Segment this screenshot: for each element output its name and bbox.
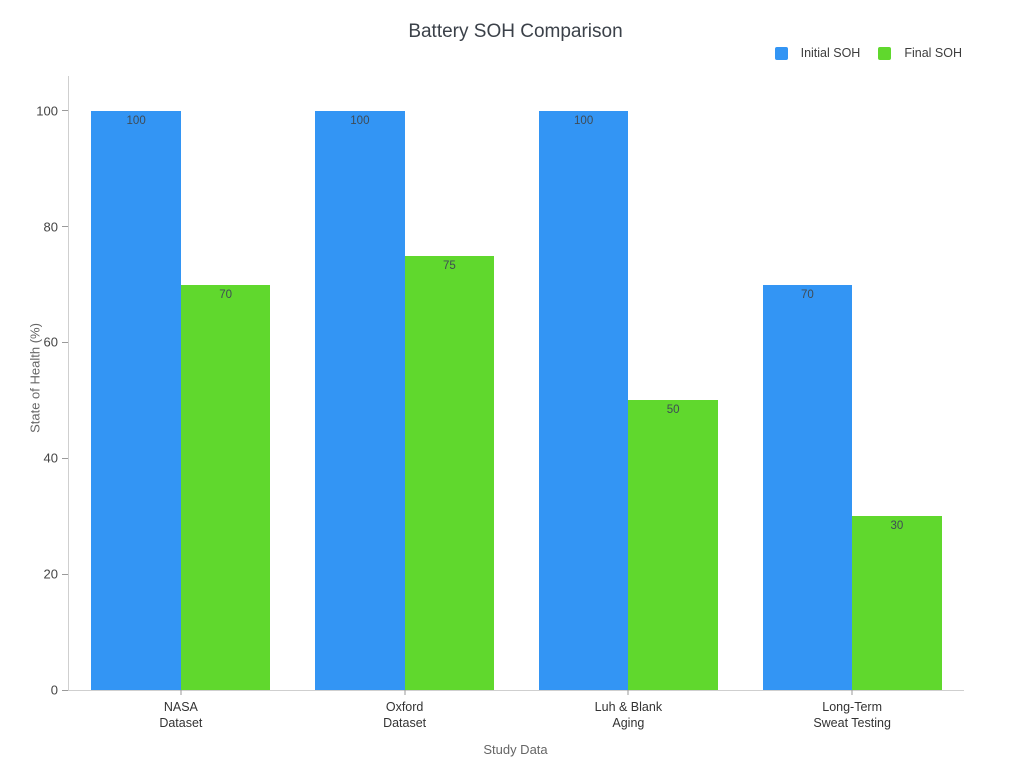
y-tick-label: 80 [43,219,58,235]
legend-swatch-icon [774,46,788,60]
bar-value-label: 100 [126,114,146,127]
x-tick-label-long-term: Long-Term Sweat Testing [813,700,891,730]
y-tick-label: 100 [36,103,58,119]
x-tick-label-nasa: NASA Dataset [159,700,203,730]
legend-item-final-soh: Final SOH [878,46,962,60]
bar-value-label: 75 [442,259,456,272]
y-tick-mark [62,689,68,691]
legend-label: Final SOH [904,46,962,60]
x-tick-mark [851,690,853,695]
y-tick-label: 40 [43,450,58,466]
y-tick-label: 60 [43,334,58,350]
legend: Initial SOH Final SOH [774,46,962,60]
bar-value-label: 50 [666,404,680,417]
x-tick-mark [404,690,406,695]
bar-final-soh-long-term: 30 [852,516,942,690]
bar-initial-soh-luh-blank: 100 [538,110,629,690]
bar-final-soh-nasa: 70 [180,284,271,690]
bar-initial-soh-long-term: 70 [762,284,853,690]
bar-initial-soh-nasa: 100 [91,110,181,690]
bar-value-label: 100 [350,114,370,127]
y-tick-mark [62,226,68,228]
y-tick-label: 0 [50,682,58,698]
y-tick-label: 20 [43,566,58,582]
x-tick-mark [627,690,629,695]
y-tick-mark [62,457,68,459]
x-axis-title: Study Data [483,742,548,757]
bar-final-soh-oxford: 75 [404,255,495,690]
y-tick-mark [62,573,68,575]
chart-title: Battery SOH Comparison [408,21,623,42]
x-tick-label-oxford: Oxford Dataset [383,700,427,730]
y-tick-mark [62,341,68,343]
bar-value-label: 70 [800,288,814,301]
x-tick-label-luh-blank: Luh & Blank Aging [594,700,663,730]
x-tick-mark [180,690,182,695]
plot-area: 0 20 40 60 80 100 100 70 NASA Dataset 100 75 Oxford… [36,76,964,730]
bar-value-label: 70 [219,288,233,301]
legend-item-initial-soh: Initial SOH [774,46,861,60]
bar-final-soh-luh-blank: 50 [628,400,718,690]
y-axis-title: State of Health (%) [27,323,43,433]
bar-initial-soh-oxford: 100 [315,110,405,690]
bar-value-label: 100 [574,114,594,127]
bar-value-label: 30 [890,520,904,533]
legend-swatch-icon [878,46,892,60]
y-tick-mark [62,110,68,112]
legend-label: Initial SOH [800,46,861,60]
